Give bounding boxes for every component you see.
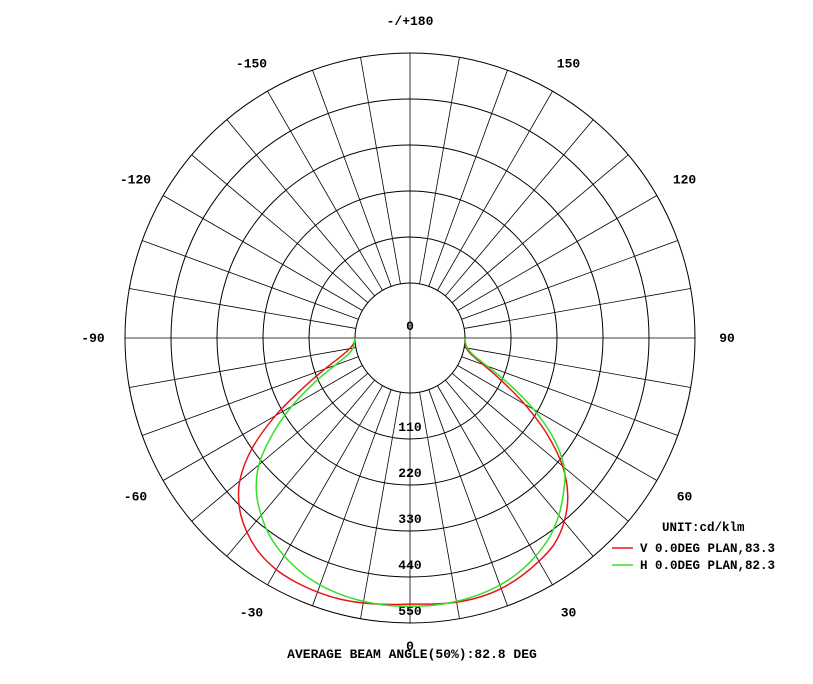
grid-spoke [464, 347, 691, 388]
ring-label: 110 [398, 420, 422, 435]
ring-label: 0 [406, 319, 414, 334]
grid-spoke [142, 356, 359, 436]
grid-spoke [428, 70, 508, 287]
legend-entry-v: V 0.0DEG PLAN,83.3 [640, 542, 775, 556]
grid-spoke [461, 356, 678, 436]
series-h-curve [255, 337, 566, 608]
angle-label: -60 [124, 490, 148, 505]
grid-spoke [419, 57, 460, 284]
angle-label: -120 [120, 173, 151, 188]
angle-label: 150 [557, 56, 581, 71]
series-v-curve [237, 337, 569, 606]
grid-spoke [191, 373, 369, 522]
ring-label: 550 [398, 604, 422, 619]
angle-label: -90 [81, 331, 105, 346]
legend-entry-h: H 0.0DEG PLAN,82.3 [640, 559, 775, 573]
beam-angle-footer: AVERAGE BEAM ANGLE(50%):82.8 DEG [287, 647, 537, 662]
grid-spoke [464, 288, 691, 329]
grid-spoke [457, 365, 658, 481]
grid-spoke [437, 90, 553, 291]
grid-spoke [129, 288, 356, 329]
series-layer [237, 337, 569, 608]
grid-spoke [360, 392, 401, 619]
grid-spoke [162, 365, 363, 481]
ring-labels: 0 110 220 330 440 550 [398, 319, 422, 619]
grid-spoke [312, 70, 392, 287]
angle-label: -/+180 [387, 14, 434, 29]
grid-spoke [129, 347, 356, 388]
grid-spoke [226, 119, 375, 297]
grid-spoke [162, 195, 363, 311]
grid-spoke [428, 389, 508, 606]
grid-spoke [451, 373, 629, 522]
grid-spoke [445, 119, 594, 297]
grid-spoke [437, 385, 553, 586]
grid-spoke [191, 154, 369, 303]
grid-spoke [226, 379, 375, 557]
grid-spoke [360, 57, 401, 284]
angle-label: -150 [236, 56, 267, 71]
angle-label: 60 [677, 490, 693, 505]
grid-spoke [451, 154, 629, 303]
grid-spoke [461, 240, 678, 320]
grid-spoke [267, 90, 383, 291]
angle-label: 90 [719, 331, 735, 346]
angle-labels: -/+180 -150 150 -120 120 -90 90 -60 60 -30 30 [81, 14, 735, 621]
ring-label: 330 [398, 512, 422, 527]
angle-label: 30 [561, 606, 577, 621]
bottom-angle-label: 0 [406, 639, 414, 654]
angle-label: 120 [673, 173, 697, 188]
ring-label: 220 [398, 466, 422, 481]
grid-spoke [267, 385, 383, 586]
grid-spokes [125, 53, 695, 623]
angle-label: -30 [240, 606, 264, 621]
ring-label: 440 [398, 558, 422, 573]
legend: UNIT:cd/klm V 0.0DEG PLAN,83.3 H 0.0DEG … [612, 521, 775, 573]
grid-spoke [142, 240, 359, 320]
legend-unit: UNIT:cd/klm [662, 521, 745, 535]
grid-spoke [457, 195, 658, 311]
grid-spoke [445, 379, 594, 557]
grid-spoke [312, 389, 392, 606]
grid-spoke [419, 392, 460, 619]
